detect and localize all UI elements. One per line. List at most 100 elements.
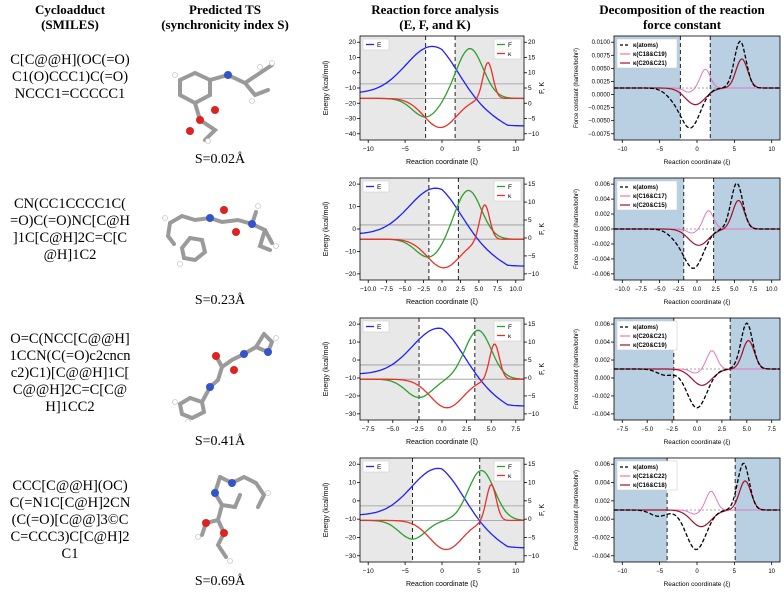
x-tick-label: 10.0 bbox=[509, 286, 522, 293]
x-tick-label: 0.0 bbox=[693, 287, 702, 293]
energy-curve bbox=[359, 45, 525, 127]
kappa-curve bbox=[360, 343, 524, 409]
x-tick-label: −7.5 bbox=[635, 287, 648, 293]
y-tick-label: −20 bbox=[345, 100, 356, 107]
y-tick-label: 0.006 bbox=[595, 462, 611, 468]
header-smiles: Cycloadduct (SMILES) bbox=[0, 2, 140, 32]
molecule-image-4 bbox=[195, 474, 271, 564]
x-tick-label: 7.5 bbox=[749, 287, 758, 293]
y-tick-label: −0.0025 bbox=[588, 106, 611, 112]
y-tick-label: 10 bbox=[349, 339, 357, 346]
x-tick-label: −5 bbox=[401, 568, 409, 575]
x-tick-label: −10.0 bbox=[360, 286, 377, 293]
x-tick-label: −7.5 bbox=[362, 426, 375, 433]
smiles-line: ]1C[C@H]2C=C[C bbox=[12, 230, 128, 246]
kappa-atoms-curve bbox=[614, 322, 780, 409]
y-tick-label: 0.002 bbox=[595, 499, 611, 505]
smiles-line: C1(O)CCC1)C(=O) bbox=[11, 69, 129, 85]
x-tick-label: 0 bbox=[440, 568, 444, 575]
x-tick-label: 7.5 bbox=[768, 427, 777, 433]
molecule-image-2 bbox=[162, 203, 279, 267]
y-tick-label: 0.000 bbox=[595, 227, 611, 233]
y-tick-label: −0.002 bbox=[591, 394, 610, 400]
x-tick-label: −5 bbox=[401, 146, 409, 153]
y-tick-label: 0.0050 bbox=[592, 66, 611, 72]
header-fc-sub: force constant bbox=[642, 17, 722, 32]
y-tick-label: −0.002 bbox=[591, 242, 610, 248]
y2-tick-label: −10 bbox=[528, 131, 539, 138]
y-tick-label: 0 bbox=[352, 70, 356, 77]
reaction-force-plot-2: −10.0 −7.5 −5.0 −2.5 0.0 2.5 5.0 7.5 10.0 20 10 0 −1… bbox=[323, 177, 546, 306]
energy-curve bbox=[359, 327, 525, 407]
synchronicity-label-4: S=0.69Å bbox=[194, 574, 246, 589]
y2-tick-label: −10 bbox=[528, 271, 539, 278]
legend-box-left bbox=[362, 320, 390, 333]
y-tick-label: −0.006 bbox=[591, 272, 610, 278]
x-tick-label: 5 bbox=[477, 146, 481, 153]
y-tick-label: 0.0025 bbox=[592, 79, 611, 85]
reaction-force-plot-4: −10 −5 0 5 10 20 10 0 −10 −20 −30 15 10 5 0 −5 −10 Reacti… bbox=[323, 457, 546, 588]
x-tick-label: 5 bbox=[477, 568, 481, 575]
smiles-line: CN(CC1CCCC1C( bbox=[14, 196, 126, 212]
legend-label: κ(atoms) bbox=[633, 465, 658, 471]
y2-tick-label: 5 bbox=[528, 85, 532, 92]
x-tick-label: 7.5 bbox=[493, 286, 502, 293]
force-constant-plot-3: −7.5 −5.0 −2.5 0.0 2.5 5.0 7.5 0.006 0.004 0.002 0… bbox=[574, 317, 781, 446]
force-curve bbox=[360, 329, 525, 399]
y-tick-label: 10 bbox=[349, 204, 357, 211]
x-tick-label: −10 bbox=[363, 146, 374, 153]
y2-tick-label: 15 bbox=[528, 321, 536, 328]
y-tick-label: −20 bbox=[345, 271, 356, 278]
energy-curve bbox=[359, 467, 524, 549]
x-tick-label: 2.5 bbox=[712, 287, 721, 293]
y2-tick-label: −5 bbox=[528, 116, 536, 123]
y-tick-label: 0.004 bbox=[595, 197, 611, 203]
x-tick-label: 10 bbox=[512, 146, 520, 153]
y-axis-label: Energy (kcal/mol) bbox=[323, 202, 330, 256]
y-axis-label: Force constant (hartree/bohr²) bbox=[574, 48, 580, 128]
y-tick-label: 0.000 bbox=[595, 517, 611, 523]
legend-label: κ bbox=[508, 193, 512, 200]
smiles-line: C=CCC3)C[C@H]2 bbox=[10, 529, 130, 545]
y2-axis-label: F, K bbox=[539, 82, 546, 94]
x-axis-label: Reaction coordinate (ξ) bbox=[406, 439, 478, 446]
kappa-atoms-curve bbox=[614, 182, 780, 269]
x-tick-label: −5.0 bbox=[641, 427, 654, 433]
y-axis-label: Energy (kcal/mol) bbox=[323, 342, 330, 396]
synchronicity-label-1: S=0.02Å bbox=[194, 152, 246, 167]
header-smiles-sub: (SMILES) bbox=[41, 17, 99, 32]
y2-tick-label: 20 bbox=[528, 39, 536, 46]
x-tick-label: 5.0 bbox=[743, 427, 752, 433]
legend-label: κ(C16&C17) bbox=[633, 194, 667, 200]
x-tick-label: 5 bbox=[733, 147, 737, 153]
legend-label: F bbox=[508, 464, 512, 471]
x-tick-label: 10.0 bbox=[766, 287, 778, 293]
synchronicity-label-3: S=0.41Å bbox=[194, 434, 246, 449]
y-tick-label: 0.006 bbox=[595, 182, 611, 188]
y-axis-label: Energy (kcal/mol) bbox=[323, 483, 330, 537]
header-rf-sub: (E, F, and K) bbox=[399, 17, 471, 32]
legend-label-energy: E bbox=[377, 184, 382, 191]
y-tick-label: 0 bbox=[352, 357, 356, 364]
y-tick-label: 0.000 bbox=[595, 376, 611, 382]
x-tick-label: 2.5 bbox=[718, 427, 727, 433]
y-tick-label: 20 bbox=[349, 181, 357, 188]
x-tick-label: 10 bbox=[512, 568, 520, 575]
x-tick-label: 0.0 bbox=[437, 286, 446, 293]
header-fc-title: Decomposition of the reaction bbox=[599, 2, 765, 17]
y2-tick-label: 0 bbox=[528, 100, 532, 107]
kappa-curve bbox=[360, 61, 524, 129]
x-tick-label: 0 bbox=[695, 569, 699, 575]
y-tick-label: 0.002 bbox=[595, 358, 611, 364]
y2-tick-label: −10 bbox=[528, 411, 539, 418]
y2-tick-label: 5 bbox=[528, 357, 532, 364]
reaction-force-plot-3: −7.5 −5.0 −2.5 0.0 2.5 5.0 7.5 20 10 0 −10 −20 −30 15… bbox=[323, 317, 546, 446]
reactant-region-shade bbox=[360, 458, 413, 562]
y2-tick-label: −5 bbox=[528, 253, 536, 260]
y2-tick-label: −10 bbox=[528, 553, 539, 560]
header-ts: Predicted TS (synchronicity index S) bbox=[150, 2, 300, 32]
y-tick-label: 20 bbox=[349, 461, 357, 468]
smiles-line: H]1CC2 bbox=[45, 399, 95, 415]
y2-tick-label: 15 bbox=[528, 181, 536, 188]
y-axis-label: Force constant (hartree/bohr²) bbox=[574, 189, 580, 269]
